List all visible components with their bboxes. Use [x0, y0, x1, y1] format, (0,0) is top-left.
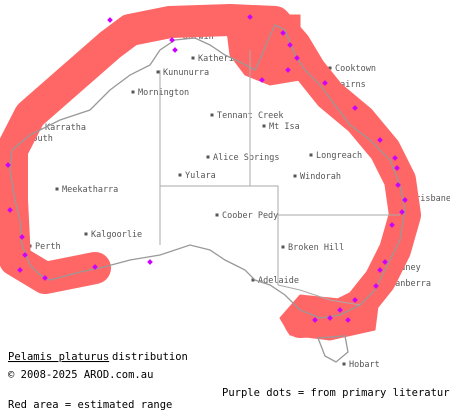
state-borders — [159, 50, 400, 306]
place-label: Broken Hill — [288, 243, 344, 253]
place-dot — [178, 173, 182, 177]
place-dot — [293, 174, 297, 178]
record-dot — [377, 137, 383, 143]
record-dot — [377, 267, 383, 273]
place-dot — [281, 245, 285, 249]
place-label: Hobart — [349, 360, 380, 370]
place-label: Cooktown — [335, 64, 376, 74]
record-dot — [19, 234, 25, 240]
record-dot — [337, 307, 343, 313]
record-dot — [322, 80, 328, 86]
place-label: Mornington — [138, 88, 189, 98]
red-note: Red area = estimated range — [8, 399, 172, 411]
purple-note: Purple dots = from primary literature — [222, 387, 450, 399]
place-dot — [262, 124, 266, 128]
place-label: Brisbane — [410, 194, 450, 204]
place-dot — [328, 66, 332, 70]
place-dot — [342, 362, 346, 366]
place-label: Perth — [35, 242, 61, 252]
record-dot — [399, 209, 405, 215]
place-dot — [84, 232, 88, 236]
place-label: Meekatharra — [62, 185, 118, 195]
place-dot — [210, 113, 214, 117]
place-label: Cairns — [335, 80, 366, 90]
record-dot — [22, 252, 28, 258]
record-dot — [392, 155, 398, 161]
place-label: Mt Isa — [269, 122, 300, 132]
place-label: Karratha — [45, 123, 86, 133]
record-dot — [107, 17, 113, 23]
place-label: Windorah — [300, 172, 341, 182]
place-dot — [215, 213, 219, 217]
place-dot — [156, 70, 160, 74]
place-label: Alice Springs — [213, 153, 280, 163]
border — [277, 284, 361, 306]
record-dot — [402, 197, 408, 203]
record-dot — [327, 315, 333, 321]
record-dot — [382, 259, 388, 265]
place-dot — [191, 56, 195, 60]
place-dot — [131, 90, 135, 94]
place-label: Kalgoorlie — [91, 230, 142, 240]
record-dot — [312, 317, 318, 323]
place-dot — [206, 155, 210, 159]
place-label: Coober Pedy — [222, 211, 278, 221]
record-dot — [92, 264, 98, 270]
species-name: Pelamis platurus — [8, 351, 109, 363]
record-dot — [373, 283, 379, 289]
record-dot — [352, 105, 358, 111]
record-dot — [352, 297, 358, 303]
place-label: Kununurra — [163, 68, 209, 78]
record-dot — [17, 267, 23, 273]
place-label: Canberra — [390, 279, 431, 289]
place-label: Sydney — [390, 263, 421, 273]
border — [249, 50, 279, 285]
place-dot — [251, 278, 255, 282]
place-label: Katherine — [198, 54, 244, 64]
tasmania-outline — [317, 335, 349, 363]
place-label: Yulara — [185, 171, 216, 181]
record-dot — [259, 77, 265, 83]
record-dot — [394, 165, 400, 171]
record-dot — [285, 67, 291, 73]
place-dot — [309, 153, 313, 157]
record-dot — [345, 317, 351, 323]
record-dot — [389, 222, 395, 228]
copyright: © 2008-2025 AROD.com.au — [8, 369, 153, 381]
place-label: Longreach — [316, 151, 362, 161]
record-dot — [147, 259, 153, 265]
title-suffix: distribution — [112, 351, 188, 363]
record-dot — [395, 182, 401, 188]
place-dot — [55, 187, 59, 191]
